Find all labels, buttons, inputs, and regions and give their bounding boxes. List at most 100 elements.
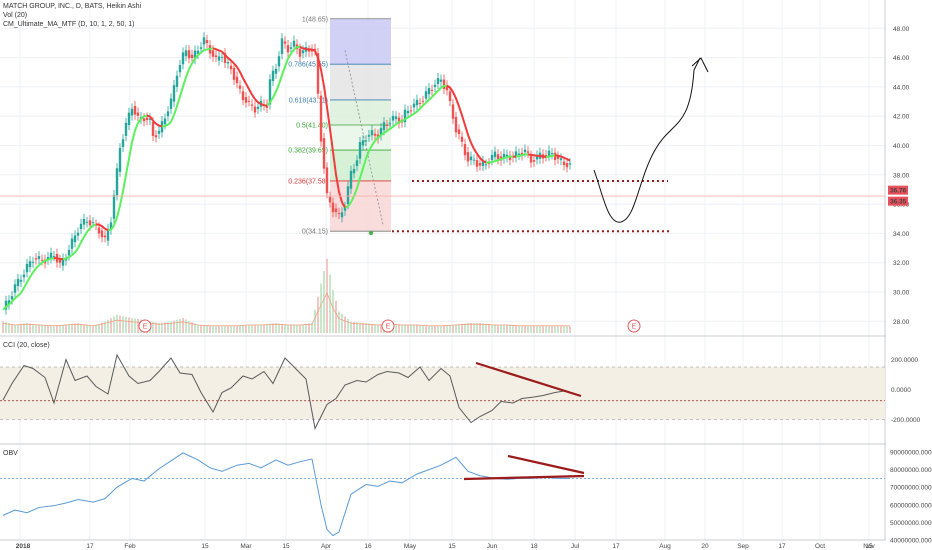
candle-body [127, 112, 131, 125]
obv-legend: OBV [3, 450, 18, 457]
candle-body [430, 89, 434, 91]
volume-bar [83, 324, 85, 333]
volume-bar [569, 326, 571, 333]
price-axis-bg [886, 0, 932, 550]
candle-body [130, 108, 134, 116]
date-tick-label: Aug [659, 543, 671, 550]
candle-body [343, 207, 347, 211]
volume-bar [437, 326, 439, 333]
volume-bar [515, 325, 517, 333]
candle-body [253, 106, 257, 113]
candle-body [223, 53, 227, 63]
date-tick-label: Apr [321, 543, 332, 550]
volume-bar [323, 271, 325, 333]
volume-bar [431, 326, 433, 333]
candle-body [73, 235, 77, 243]
candle-body [361, 140, 365, 146]
volume-bar [398, 324, 400, 333]
volume-bar [254, 324, 256, 333]
candle-body [427, 88, 431, 95]
volume-bar [224, 326, 226, 333]
fibonacci-retracement[interactable]: 1(48.65) 0.786(45.55) 0.618(43.11) 0.5(41.4… [288, 16, 391, 236]
volume-bar [422, 325, 424, 333]
volume-bar [395, 323, 397, 333]
volume-bar [116, 314, 118, 333]
candle-body [25, 263, 29, 273]
volume-bar [296, 324, 298, 333]
volume-bar [464, 323, 466, 333]
volume-bar [95, 325, 97, 333]
candle-body [220, 56, 224, 58]
earnings-marker: E [138, 319, 152, 333]
volume-bar [209, 326, 211, 333]
volume-bar [161, 322, 163, 333]
candle-body [412, 103, 416, 108]
candle-body [517, 153, 521, 156]
volume-bar [380, 324, 382, 333]
candle-body [319, 95, 323, 142]
candle-body [34, 258, 38, 260]
volume-bar [62, 325, 64, 333]
volume-bar [326, 258, 328, 333]
candle-body [85, 221, 89, 223]
candle-body [280, 38, 284, 54]
volume-bar [164, 322, 166, 333]
price-tick-label: 46.00 [893, 55, 910, 62]
volume-bar [368, 323, 370, 333]
volume-bar [299, 324, 301, 333]
volume-bar [374, 324, 376, 333]
candle-body [82, 218, 86, 225]
candle-body [298, 48, 302, 57]
cci-tick-label: 200.0000 [891, 357, 918, 364]
volume-bar [473, 323, 475, 333]
candle-body [439, 79, 443, 82]
candle-body [478, 163, 482, 166]
candle-body [463, 144, 467, 156]
volume-bar [314, 309, 316, 333]
date-tick-label: 17 [86, 543, 94, 550]
candle-body [334, 208, 338, 213]
volume-bar [335, 300, 337, 333]
date-tick-label: May [404, 543, 417, 550]
price-tick-label: 30.00 [893, 290, 910, 297]
volume-bar [287, 324, 289, 333]
candle-body [115, 168, 119, 196]
volume-bar [245, 325, 247, 333]
candle-body [529, 155, 533, 163]
candle-body [148, 118, 152, 120]
volume-bar [293, 324, 295, 333]
obv-tick-label: 80000000.0000 [890, 467, 932, 474]
volume-bar [353, 321, 355, 333]
volume-bar [194, 323, 196, 333]
volume-bar [542, 326, 544, 333]
volume-bar [221, 326, 223, 333]
volume-bar [260, 324, 262, 333]
volume-bar [266, 324, 268, 333]
candle-body [175, 75, 179, 87]
volume-bar [47, 325, 49, 333]
volume-bar [278, 323, 280, 333]
candle-body [31, 261, 35, 263]
earnings-label: E [632, 324, 637, 331]
candle-body [481, 160, 485, 167]
candle-body [358, 142, 362, 159]
volume-bar [311, 323, 313, 333]
candle-body [556, 156, 560, 159]
candle-body [265, 104, 269, 108]
price-tag-label: 36.76 [890, 188, 907, 195]
moving-average [2, 45, 571, 311]
volume-bar [503, 324, 505, 333]
volume-bar [539, 326, 541, 333]
candle-body [133, 105, 137, 115]
candle-body [97, 227, 101, 234]
volume-bar [482, 323, 484, 333]
volume-bar [71, 323, 73, 333]
volume-bar [452, 325, 454, 333]
volume-bar [110, 318, 112, 333]
volume-bar [38, 324, 40, 333]
candle-body [187, 50, 191, 59]
candle-body [289, 47, 293, 49]
